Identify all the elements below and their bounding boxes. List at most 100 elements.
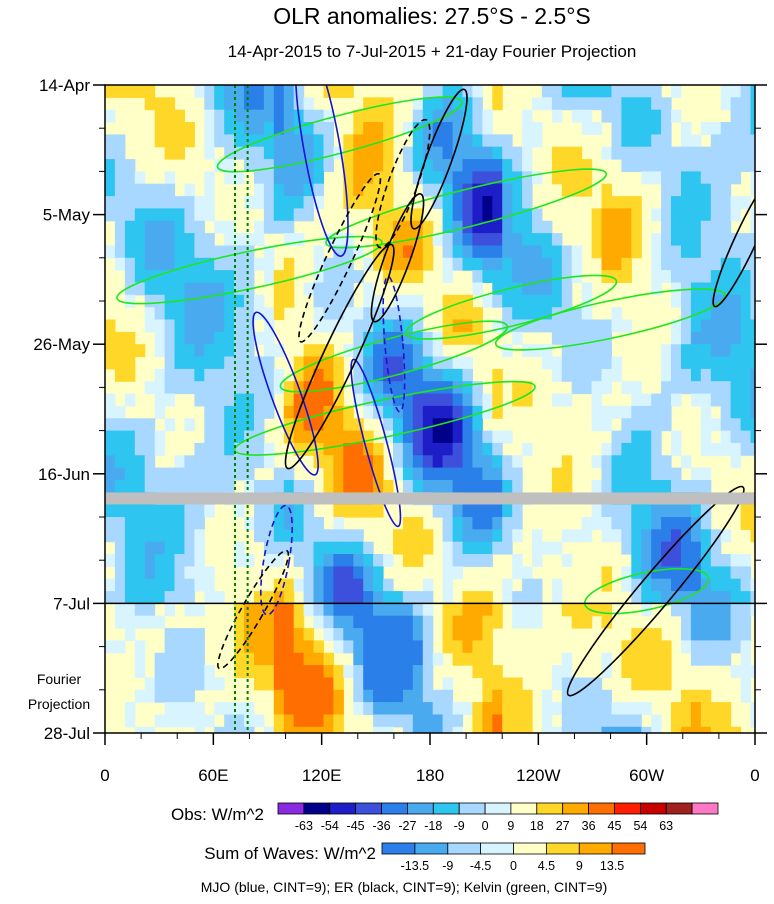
field-cell <box>383 554 394 567</box>
field-cell <box>700 220 712 234</box>
field-cell <box>184 134 195 148</box>
field-cell <box>224 245 235 259</box>
field-cell <box>661 418 672 432</box>
field-cell <box>651 529 662 543</box>
field-cell <box>323 455 334 469</box>
field-cell <box>194 331 205 345</box>
field-cell <box>631 455 642 469</box>
field-cell <box>551 702 563 715</box>
field-cell <box>551 245 563 259</box>
field-cell <box>512 467 523 481</box>
field-cell <box>671 541 682 555</box>
field-cell <box>621 442 632 456</box>
field-cell <box>522 307 533 321</box>
field-cell <box>273 541 285 555</box>
chart-title: OLR anomalies: 27.5°S - 2.5°S <box>273 3 591 29</box>
field-cell <box>611 529 622 543</box>
field-cell <box>144 504 156 518</box>
field-cell <box>422 467 434 481</box>
field-cell <box>164 196 176 209</box>
field-cell <box>134 554 146 567</box>
field-cell <box>333 665 344 678</box>
field-cell <box>651 109 662 123</box>
field-cell <box>621 220 632 234</box>
field-cell <box>373 652 384 666</box>
field-cell <box>383 307 394 321</box>
field-cell <box>452 467 464 481</box>
field-cell <box>422 368 434 382</box>
field-cell <box>631 97 642 111</box>
field-cell <box>194 196 205 209</box>
field-cell <box>651 652 662 666</box>
field-cell <box>581 294 593 308</box>
field-cell <box>214 245 225 259</box>
wave-contour <box>233 380 536 456</box>
field-cell <box>661 665 672 678</box>
field-cell <box>254 628 265 641</box>
field-cell <box>452 393 464 407</box>
field-cell <box>283 726 295 733</box>
field-cell <box>412 714 424 728</box>
wave-contour <box>284 243 395 470</box>
field-cell <box>184 517 195 530</box>
field-cell <box>402 554 414 567</box>
field-cell <box>343 171 354 185</box>
field-cell <box>323 356 334 370</box>
field-cell <box>710 541 722 555</box>
field-cell <box>700 430 712 444</box>
field-cell <box>442 430 454 444</box>
field-cell <box>313 652 324 666</box>
field-cell <box>432 381 444 395</box>
field-cell <box>700 356 712 370</box>
field-cell <box>750 603 755 617</box>
field-cell <box>412 529 424 543</box>
field-cell <box>750 97 755 111</box>
field-cell <box>551 665 563 678</box>
field-cell <box>730 344 742 358</box>
field-cell <box>591 356 603 370</box>
field-cell <box>373 442 384 456</box>
field-cell <box>134 430 146 444</box>
field-cell <box>402 344 414 358</box>
field-cell <box>591 418 603 432</box>
obs-legend-tick-label: 0 <box>482 819 489 833</box>
field-cell <box>740 677 752 691</box>
field-cell <box>244 319 255 333</box>
wave-contour <box>116 235 383 305</box>
field-cell <box>114 257 126 271</box>
field-cell <box>333 393 344 407</box>
field-cell <box>174 517 185 530</box>
field-cell <box>263 442 275 456</box>
field-cell <box>154 233 166 246</box>
field-cell <box>710 208 722 222</box>
field-cell <box>154 196 166 209</box>
field-cell <box>105 442 116 456</box>
field-cell <box>482 541 493 555</box>
field-cell <box>561 257 573 271</box>
field-cell <box>512 615 523 629</box>
field-cell <box>561 480 573 493</box>
field-cell <box>561 85 573 98</box>
field-cell <box>254 85 265 98</box>
field-cell <box>164 282 176 296</box>
field-cell <box>144 566 156 580</box>
field-cell <box>283 220 295 234</box>
field-cell <box>621 159 632 172</box>
field-cell <box>204 442 215 456</box>
field-cell <box>164 270 176 283</box>
field-cell <box>393 529 404 543</box>
field-cell <box>472 245 483 259</box>
field-cell <box>154 344 166 358</box>
field-cell <box>591 455 603 469</box>
field-cell <box>154 442 166 456</box>
field-cell <box>313 134 324 148</box>
field-cell <box>234 307 245 321</box>
field-cell <box>492 689 503 703</box>
field-cell <box>224 405 235 419</box>
field-cell <box>184 677 195 691</box>
field-cell <box>651 270 662 283</box>
field-cell <box>283 591 295 604</box>
field-cell <box>373 171 384 185</box>
field-cell <box>541 714 553 728</box>
field-cell <box>482 504 493 518</box>
